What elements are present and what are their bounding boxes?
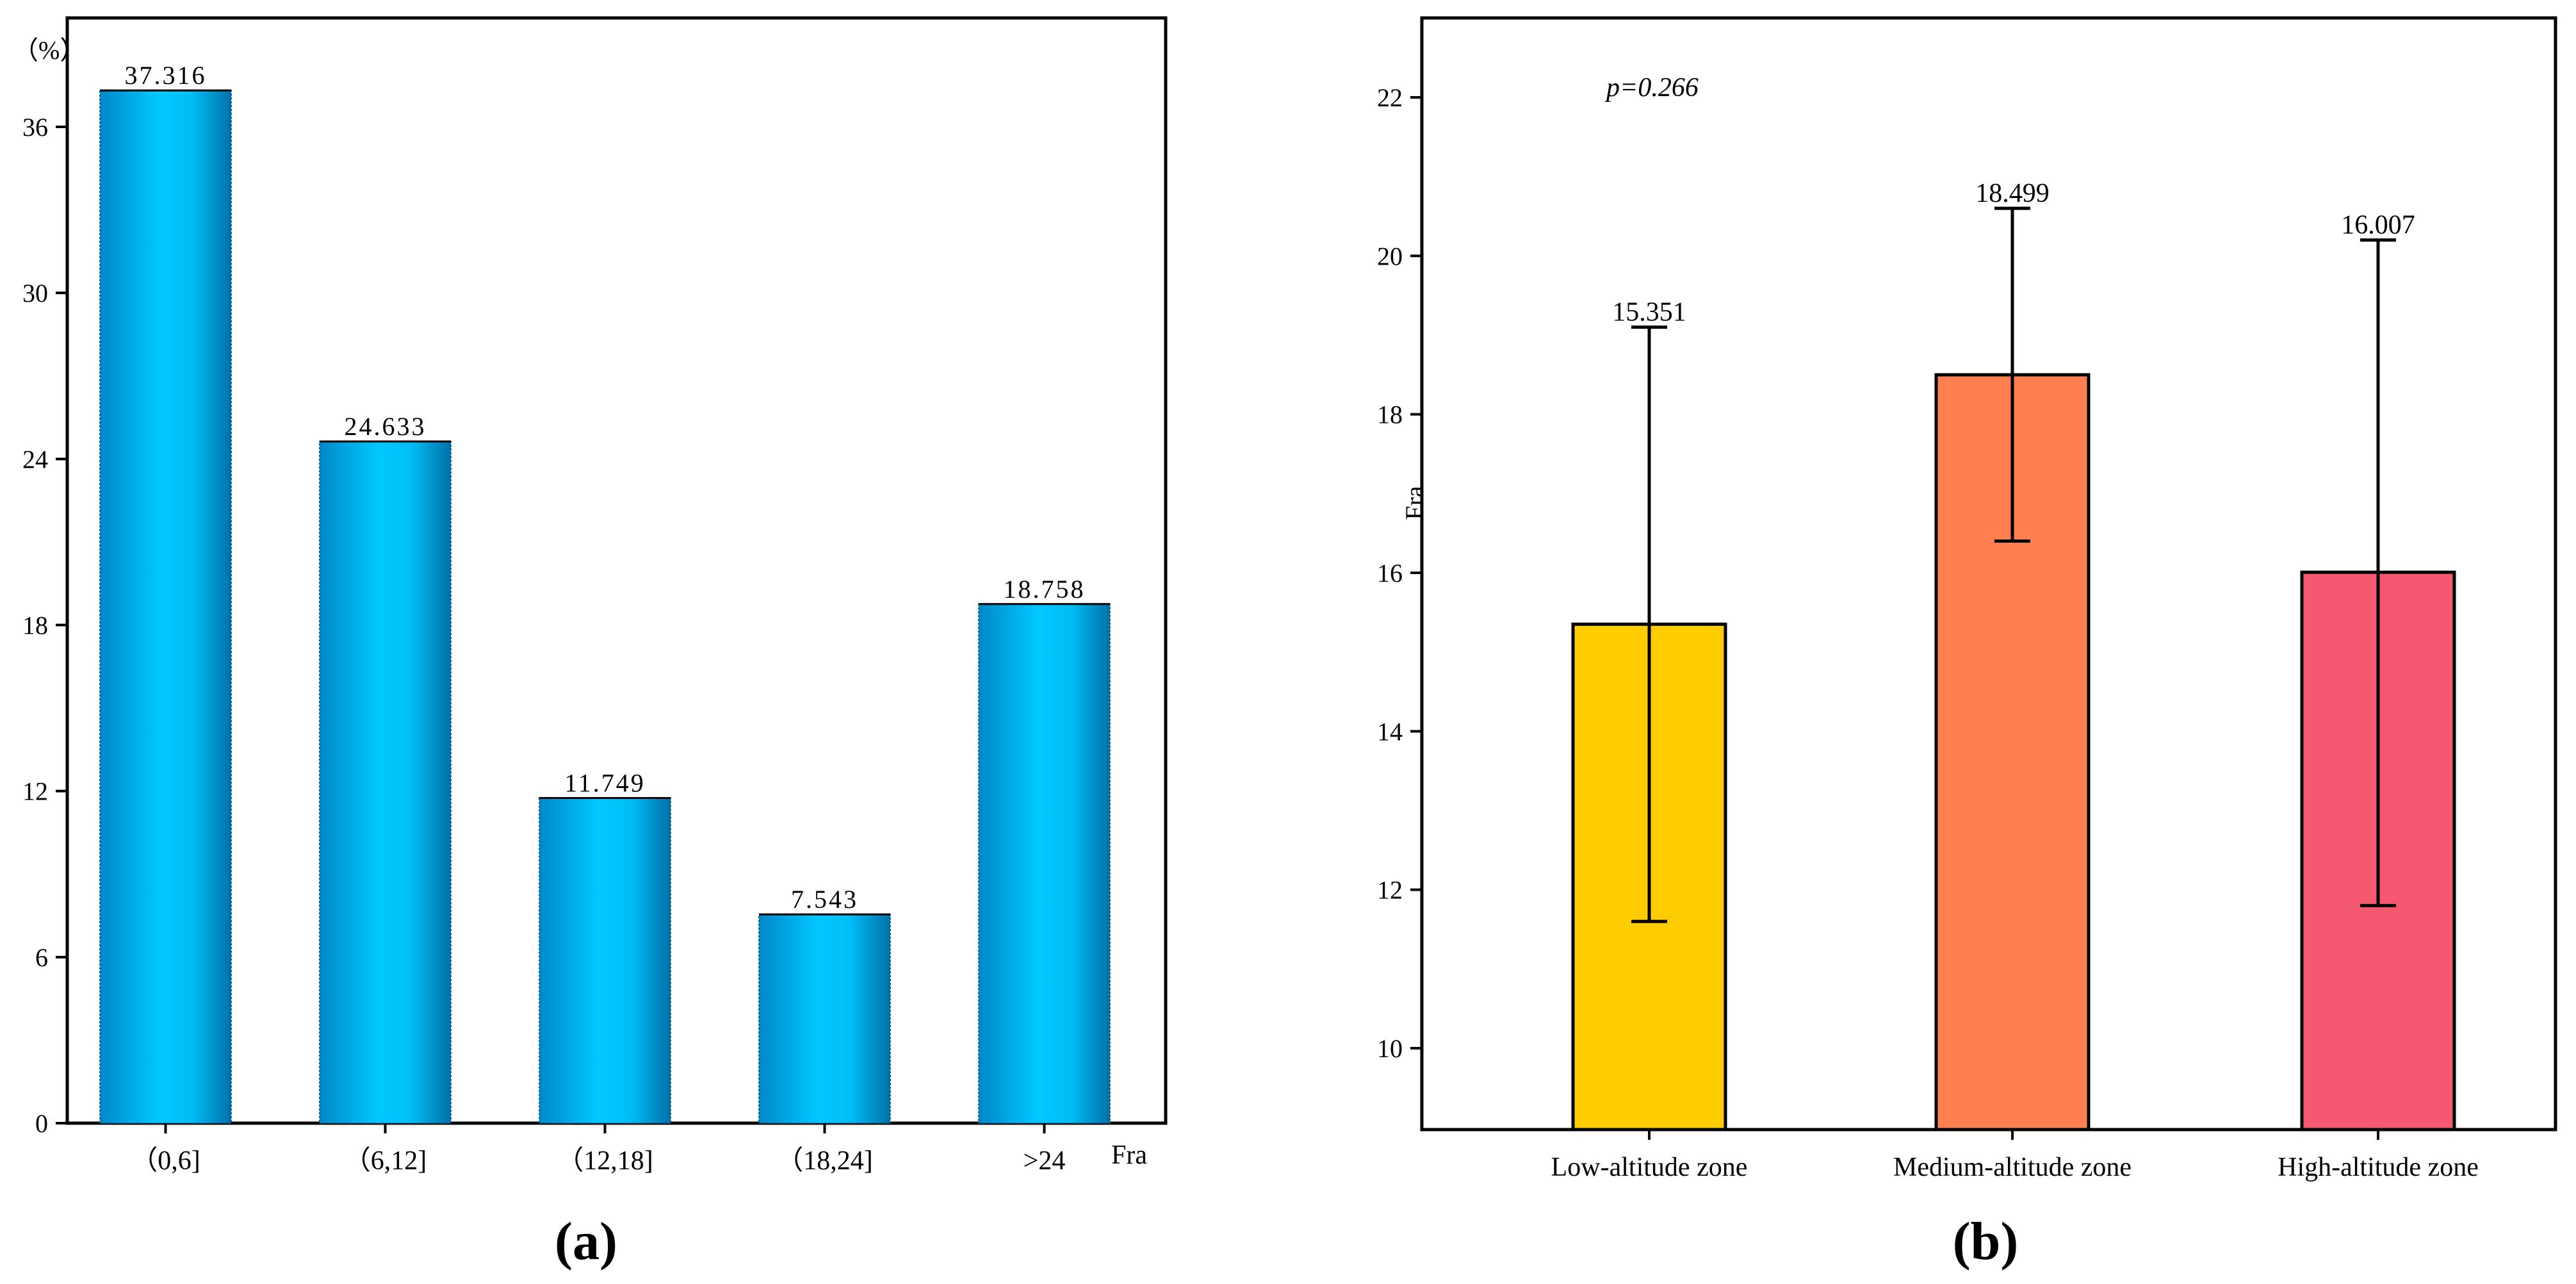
chart-b-y-tick-label: 18: [1377, 400, 1403, 429]
chart-a-y-tick-label: 12: [22, 777, 48, 806]
chart-a-bar: [99, 90, 232, 1124]
chart-a-x-tick-label: （6,12]: [344, 1146, 427, 1176]
chart-b-y-axis-title: Fra: [1400, 486, 1429, 520]
chart-b-y-tick-label: 10: [1377, 1034, 1403, 1063]
chart-b-y-tick-label: 12: [1377, 876, 1403, 905]
chart-b-x-tick-label: High-altitude zone: [2278, 1153, 2479, 1182]
chart-a-bar: [978, 603, 1111, 1124]
chart-a-x-axis: （0,6] （6,12] （12,18] （18,24] >24: [131, 1123, 1065, 1176]
chart-b-y-axis: 10 12 14 16 18 20 22: [1377, 83, 1422, 1063]
chart-a-data-label: 18.758: [1004, 575, 1086, 604]
chart-a-y-tick-label: 6: [35, 943, 48, 972]
chart-b-data-label: 18.499: [1975, 179, 2050, 208]
chart-a-x-tick-label: （12,18]: [557, 1146, 653, 1176]
chart-a-y-tick-label: 0: [35, 1109, 48, 1138]
chart-a-y-tick-label: 24: [22, 445, 48, 473]
chart-a-x-tick-label: （0,6]: [131, 1146, 200, 1176]
chart-a-panel-label: (a): [555, 1212, 617, 1271]
chart-b-y-tick-label: 22: [1377, 83, 1403, 112]
chart-a-bar: [319, 440, 452, 1124]
chart-a-y-tick-label: 36: [22, 113, 48, 142]
chart-a-y-tick-label: 18: [22, 611, 48, 640]
chart-b-panel-label: (b): [1953, 1212, 2019, 1271]
chart-a-unit-label: （%）: [13, 36, 85, 65]
chart-a-x-tick-label: （18,24]: [776, 1146, 873, 1176]
chart-a-y-axis: 0 6 12 18 24 30 36: [22, 113, 67, 1138]
chart-a-y-tick-label: 30: [22, 279, 48, 308]
chart-b-data-label: 15.351: [1612, 298, 1686, 327]
chart-b: 10 12 14 16 18 20 22 15.351 18.499 16.007 Low-al…: [1377, 16, 2557, 1271]
chart-b-y-tick-label: 20: [1377, 242, 1403, 270]
chart-b-y-tick-label: 14: [1377, 717, 1403, 746]
chart-b-x-tick-label: Low-altitude zone: [1551, 1153, 1748, 1182]
chart-b-y-tick-label: 16: [1377, 559, 1403, 588]
chart-b-x-tick-label: Medium-altitude zone: [1893, 1153, 2132, 1182]
chart-a-data-label: 24.633: [345, 412, 427, 441]
chart-a-bars: 37.316 24.633 11.749 7.543 18.758: [99, 61, 1111, 1124]
chart-a-data-label: 37.316: [125, 61, 207, 90]
chart-a-bar: [539, 797, 671, 1124]
chart-a-x-tick-label: >24: [1023, 1146, 1066, 1176]
chart-b-x-axis: Low-altitude zone Medium-altitude zone Hig…: [1551, 1130, 2479, 1182]
chart-a-bar: [758, 914, 891, 1124]
chart-a: 0 6 12 18 24 30 36 37.316 24.633 11.749 7.543 18.7…: [13, 16, 1168, 1271]
chart-b-data-label: 16.007: [2341, 211, 2415, 240]
chart-a-data-label: 7.543: [791, 885, 858, 914]
chart-a-data-label: 11.749: [564, 769, 646, 798]
chart-a-x-axis-title: Fra: [1111, 1140, 1147, 1170]
chart-b-bars: 15.351 18.499 16.007: [1571, 179, 2456, 1132]
chart-b-annotation: p=0.266: [1604, 73, 1699, 103]
